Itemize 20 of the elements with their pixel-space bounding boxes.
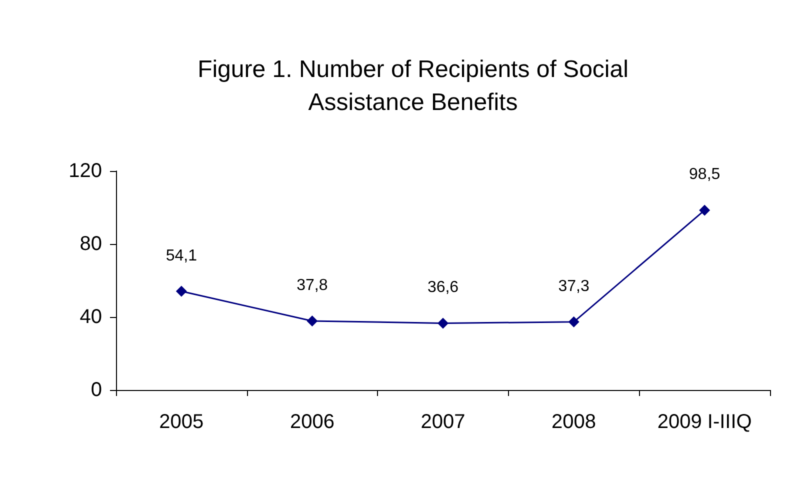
point [699,204,710,216]
point [438,318,448,329]
point [568,316,580,328]
x-tick-label: 2006 [290,411,334,433]
x-tick-label: 2008 [552,411,596,433]
data-label: 98,5 [689,166,720,184]
data-label: 36,6 [427,279,459,296]
y-tick-label: 80 [80,233,102,255]
y-tick-label: 0 [90,379,102,401]
x-tick-label: 2009 I-IIIQ [657,411,752,433]
x-tick-label: 2007 [420,411,466,433]
data-label: 54,1 [166,247,198,264]
point [306,316,318,327]
data-label: 37,3 [558,278,590,295]
y-tick-label: 120 [68,160,102,182]
data-label: 37,8 [296,277,328,294]
chart-title: Figure 1. Number of Recipients of Social Assistance Benefits [198,56,628,116]
point [176,286,187,297]
y-tick-label: 40 [80,306,102,328]
x-tick-label: 2005 [159,411,204,433]
